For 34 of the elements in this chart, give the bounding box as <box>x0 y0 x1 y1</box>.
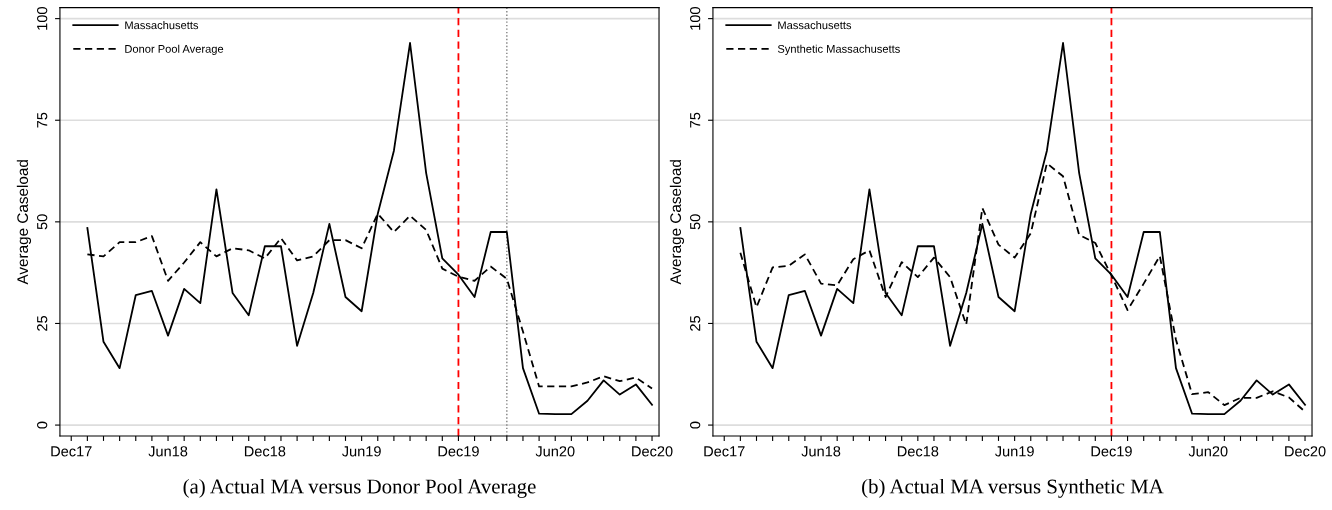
line-series <box>86 42 653 416</box>
x-tick-label: Dec18 <box>897 446 939 457</box>
x-tick-label: Dec20 <box>632 446 673 457</box>
y-axis-title: Average Caseload <box>669 160 685 285</box>
legend-label: Donor Pool Average <box>125 44 224 56</box>
y-tick-label: 75 <box>690 112 701 128</box>
x-tick-label: Dec18 <box>244 446 286 457</box>
x-tick-label: Dec17 <box>704 446 745 457</box>
text: (b) Actual MA versus Synthetic MA <box>862 478 1164 498</box>
legend-label: Massachusetts <box>125 20 199 30</box>
y-axis-title: Average Caseload <box>16 160 32 285</box>
y-tick-label: 100 <box>690 7 701 30</box>
y-tick-label: 75 <box>37 112 48 128</box>
line-series <box>739 42 1306 416</box>
legend-label: Massachusetts <box>778 20 852 30</box>
y-tick-label: 0 <box>690 421 701 429</box>
y-tick-label: 100 <box>37 7 48 30</box>
y-tick-label: 25 <box>690 315 701 331</box>
y-tick-label: 50 <box>37 214 48 230</box>
x-tick-label: Jun20 <box>535 446 575 457</box>
x-tick-label: Dec20 <box>1285 446 1326 457</box>
x-tick-label: Jun18 <box>801 446 841 457</box>
x-tick-label: Jun19 <box>341 446 381 457</box>
legend-label: Synthetic Massachusetts <box>777 44 900 56</box>
x-tick-label: Dec19 <box>438 446 479 457</box>
x-tick-label: Dec17 <box>51 446 92 457</box>
x-tick-label: Jun18 <box>148 446 188 457</box>
y-tick-label: 0 <box>37 421 48 429</box>
x-tick-label: Dec19 <box>1091 446 1132 457</box>
text: (a) Actual MA versus Donor Pool Average <box>183 478 536 498</box>
x-tick-label: Jun19 <box>994 446 1034 457</box>
y-tick-label: 25 <box>37 315 48 331</box>
y-tick-label: 50 <box>690 214 701 230</box>
x-tick-label: Jun20 <box>1188 446 1228 457</box>
